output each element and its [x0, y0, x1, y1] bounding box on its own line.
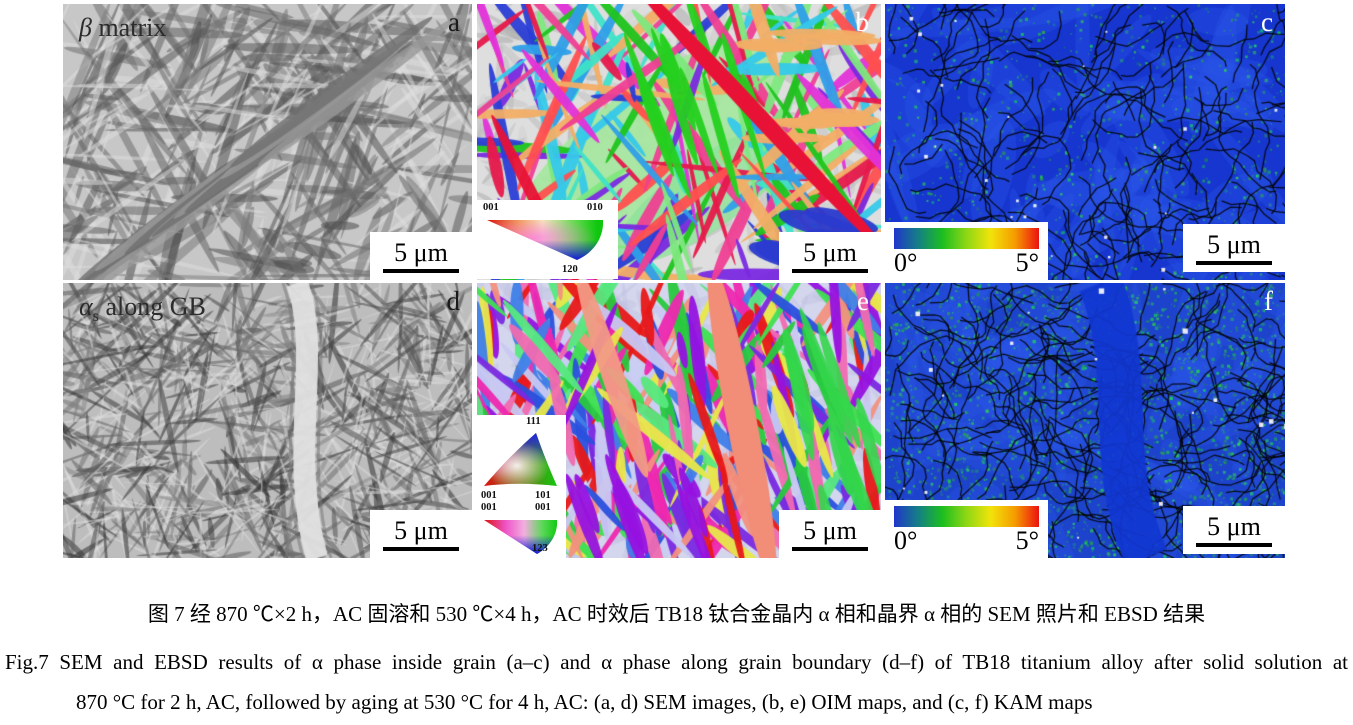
- scale-bar-text: 5 μm: [394, 237, 448, 267]
- figure-caption-en-line2: 870 °C for 2 h, AC, followed by aging at…: [76, 690, 1093, 714]
- scale-bar-line: [792, 546, 868, 551]
- ipf-color-key-b: 001 010: [477, 200, 618, 279]
- panel-letter-f: f: [1264, 286, 1273, 316]
- panel-letter-e: e: [857, 286, 869, 316]
- scale-bar-text: 5 μm: [803, 237, 857, 267]
- panel-a-annotation: β matrix: [79, 13, 166, 47]
- scale-bar-c: 5 μm: [1183, 224, 1285, 272]
- figure-caption-zh: 图 7 经 870 ℃×2 h，AC 固溶和 530 ℃×4 h，AC 时效后 …: [147, 602, 1206, 626]
- panel-d-annotation: αs along GB: [79, 292, 206, 326]
- ipf-corner-label: 001: [483, 202, 499, 213]
- annotation-subscript: s: [92, 308, 99, 326]
- scale-bar-a: 5 μm: [370, 232, 472, 280]
- panel-letter-c: c: [1261, 7, 1273, 37]
- ipf-corner-label: 001: [481, 502, 497, 513]
- panel-letter-b: b: [855, 7, 870, 37]
- scale-bar-f: 5 μm: [1183, 506, 1285, 554]
- ipf-corner-label: 010: [587, 202, 603, 213]
- kam-min-label: 0°: [894, 248, 918, 277]
- ipf-corner-label: 123: [532, 543, 548, 554]
- panel-f: f 0° 5° 5 μm: [885, 283, 1285, 558]
- scale-bar-text: 5 μm: [394, 515, 448, 545]
- kam-min-label: 0°: [894, 526, 918, 555]
- kam-colorbar-legend-c: 0° 5°: [885, 222, 1048, 280]
- kam-max-label: 5°: [1015, 248, 1039, 277]
- panel-letter-a: a: [448, 7, 460, 37]
- scale-bar-text: 5 μm: [1207, 229, 1261, 259]
- ipf-fan-shape: [484, 520, 558, 554]
- kam-gradient-bar: [894, 228, 1039, 249]
- panel-c: c 0° 5° 5 μm: [885, 4, 1285, 280]
- figure-caption-en-line1: Fig.7 SEM and EBSD results of α phase in…: [5, 650, 1348, 674]
- scale-bar-line: [383, 268, 459, 273]
- panel-a: β matrix a 5 μm: [63, 4, 472, 280]
- scale-bar-d: 5 μm: [370, 510, 472, 558]
- kam-colorbar-legend-f: 0° 5°: [885, 500, 1048, 558]
- ipf-corner-label: 001: [535, 502, 551, 513]
- scale-bar-line: [792, 268, 868, 273]
- ipf-fan-shape: [487, 220, 604, 260]
- beta-symbol: β: [79, 13, 92, 42]
- scale-bar-text: 5 μm: [1207, 511, 1261, 541]
- ipf-color-key-e: 111: [477, 415, 566, 558]
- scale-bar-b: 5 μm: [779, 232, 881, 280]
- scale-bar-line: [1196, 260, 1272, 265]
- ipf-corner-label: 001: [481, 490, 497, 501]
- scale-bar-text: 5 μm: [803, 515, 857, 545]
- kam-gradient-bar: [894, 506, 1039, 527]
- scale-bar-e: 5 μm: [779, 510, 881, 558]
- kam-max-label: 5°: [1015, 526, 1039, 555]
- ipf-corner-label: 111: [526, 416, 541, 427]
- ipf-corner-label: 101: [535, 490, 551, 501]
- panel-letter-d: d: [446, 286, 461, 316]
- panel-e: e 111: [477, 283, 881, 558]
- ipf-triangle-shape: [484, 433, 557, 486]
- alpha-symbol: α: [79, 292, 93, 321]
- panel-d: αs along GB d 5 μm: [63, 283, 472, 558]
- panel-b: b 001 010: [477, 4, 881, 280]
- scale-bar-line: [1196, 542, 1272, 547]
- scale-bar-line: [383, 546, 459, 551]
- annotation-rest: matrix: [91, 13, 167, 42]
- annotation-rest: along GB: [98, 292, 206, 321]
- ipf-corner-label: 120: [562, 264, 578, 275]
